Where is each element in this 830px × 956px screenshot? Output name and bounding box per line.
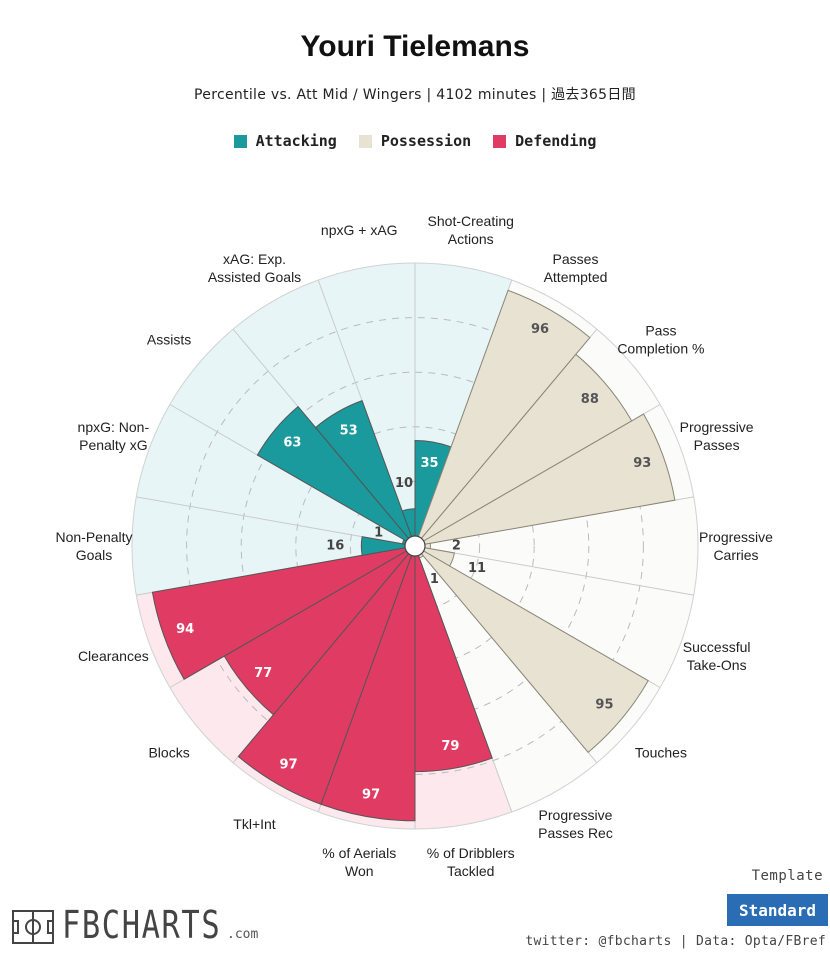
- legend-swatch-attacking: [233, 134, 247, 148]
- value-label-1: 96: [531, 322, 549, 337]
- value-label-13: 16: [326, 539, 344, 554]
- grid-circle: [186, 317, 644, 775]
- logo-text: FBCHARTS: [62, 903, 222, 947]
- value-label-10: 97: [280, 757, 298, 772]
- category-label-11: Blocks: [148, 744, 189, 760]
- category-label-0: Shot-Creating Actions: [428, 213, 514, 247]
- value-label-4: 2: [452, 539, 461, 554]
- legend-label-defending: Defending: [515, 132, 597, 150]
- value-label-0: 35: [420, 456, 438, 471]
- legend-swatch-defending: [493, 134, 507, 148]
- legend-item-attacking: Attacking: [233, 132, 337, 150]
- category-label-1: Passes Attempted: [544, 251, 608, 285]
- value-label-5: 11: [468, 561, 486, 576]
- value-label-12: 94: [176, 622, 194, 637]
- category-label-10: Tkl+Int: [233, 816, 276, 832]
- value-label-11: 77: [254, 666, 272, 681]
- category-label-5: Successful Take-Ons: [683, 639, 751, 673]
- template-standard-button[interactable]: Standard: [727, 894, 828, 926]
- category-label-2: Pass Completion %: [617, 323, 704, 357]
- category-label-12: Clearances: [78, 648, 149, 664]
- legend-item-defending: Defending: [493, 132, 596, 150]
- category-label-6: Touches: [635, 744, 687, 760]
- pitch-icon: [12, 910, 54, 944]
- legend: Attacking Possession Defending: [0, 132, 830, 150]
- background-wedge: [418, 553, 597, 812]
- spoke-line: [136, 496, 406, 545]
- legend-label-possession: Possession: [380, 132, 472, 150]
- template-label: Template: [751, 868, 823, 884]
- category-label-3: Progressive Passes: [680, 419, 754, 453]
- value-label-17: 10: [395, 476, 413, 491]
- value-label-15: 63: [283, 436, 301, 451]
- center-hole: [404, 535, 426, 557]
- category-label-16: xAG: Exp. Assisted Goals: [208, 251, 301, 285]
- value-label-14: 1: [374, 525, 383, 540]
- category-label-9: % of Aerials Won: [322, 845, 396, 879]
- grid-circle: [240, 371, 590, 721]
- category-label-4: Progressive Carries: [699, 529, 773, 563]
- data-credit: twitter: @fbcharts | Data: Opta/FBref: [525, 934, 826, 949]
- outer-circle: [131, 262, 699, 830]
- background-wedge: [136, 404, 407, 545]
- category-label-7: Progressive Passes Rec: [538, 807, 613, 841]
- fbcharts-logo: FBCHARTS .com: [12, 906, 258, 944]
- chart-title: Youri Tielemans: [300, 30, 530, 63]
- category-label-17: npxG + xAG: [321, 222, 398, 238]
- value-label-3: 93: [633, 456, 651, 471]
- background-wedge: [318, 263, 415, 537]
- legend-label-attacking: Attacking: [255, 132, 337, 150]
- background-wedge: [132, 496, 406, 596]
- value-label-9: 97: [362, 787, 380, 802]
- category-label-13: Non-Penalty Goals: [55, 529, 132, 563]
- value-label-8: 79: [441, 739, 459, 754]
- value-label-2: 88: [581, 392, 599, 407]
- legend-item-possession: Possession: [358, 132, 472, 150]
- background-wedge: [423, 547, 694, 688]
- background-wedge: [424, 496, 698, 596]
- value-label-7: 1: [430, 572, 439, 587]
- legend-swatch-possession: [358, 134, 372, 148]
- category-label-8: % of Dribblers Tackled: [427, 845, 515, 879]
- logo-suffix: .com: [227, 927, 259, 942]
- value-label-16: 53: [340, 424, 358, 439]
- value-label-6: 95: [595, 697, 613, 712]
- spoke-line: [424, 547, 694, 596]
- category-label-15: Assists: [147, 332, 191, 348]
- category-label-14: npxG: Non-Penalty xG: [78, 419, 150, 453]
- chart-subtitle: Percentile vs. Att Mid / Wingers | 4102 …: [194, 87, 636, 103]
